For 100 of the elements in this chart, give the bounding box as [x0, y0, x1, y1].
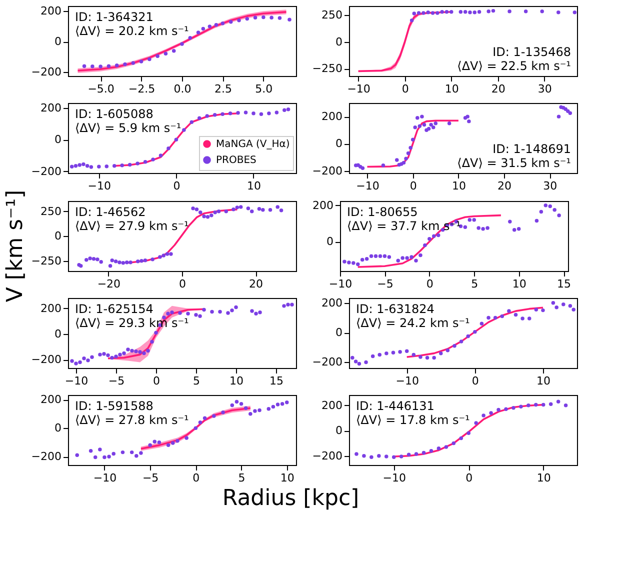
- point: [270, 16, 274, 20]
- line-series: [366, 120, 460, 168]
- point: [496, 408, 500, 412]
- point: [97, 164, 101, 169]
- point: [157, 440, 162, 444]
- point: [378, 352, 382, 357]
- x-tick-label: −2.5: [128, 82, 156, 96]
- point: [212, 414, 216, 418]
- y-tick-label: 200: [312, 198, 334, 212]
- point: [128, 162, 132, 167]
- point: [174, 138, 178, 142]
- x-tick-label: 10: [280, 472, 294, 484]
- point: [162, 254, 166, 258]
- point: [489, 411, 493, 415]
- point: [196, 30, 200, 34]
- point: [425, 356, 430, 360]
- point: [444, 10, 449, 14]
- y-tick-label: 0: [54, 133, 62, 146]
- point: [539, 210, 544, 214]
- point: [398, 350, 402, 354]
- point: [194, 426, 198, 430]
- annotation: ID: 1-446131: [356, 399, 434, 413]
- annotation: ID: 1-631824: [356, 302, 434, 316]
- point: [262, 15, 266, 20]
- y-tick-label: −250: [31, 254, 62, 268]
- x-tick-label: 20: [249, 278, 264, 290]
- point: [423, 243, 427, 248]
- x-tick-label: 15: [557, 278, 572, 290]
- point: [534, 308, 538, 312]
- point: [480, 322, 484, 326]
- point: [191, 206, 195, 210]
- point: [216, 210, 221, 214]
- point: [220, 22, 225, 26]
- point: [201, 26, 206, 31]
- point: [250, 210, 254, 214]
- point: [534, 218, 539, 223]
- point: [244, 406, 248, 410]
- point: [382, 254, 387, 258]
- point: [412, 352, 416, 357]
- point: [86, 358, 90, 362]
- point: [476, 226, 480, 230]
- point: [186, 312, 190, 316]
- x-tick-label: −10: [64, 374, 88, 388]
- point: [78, 163, 82, 167]
- x-tick-label: 0: [466, 472, 473, 484]
- point: [126, 348, 130, 352]
- point: [236, 110, 240, 115]
- point: [572, 10, 577, 14]
- point: [422, 122, 426, 127]
- point: [429, 122, 433, 127]
- point: [170, 310, 174, 314]
- point: [468, 218, 472, 222]
- point: [271, 404, 276, 409]
- point: [89, 165, 94, 169]
- point: [250, 309, 254, 313]
- point: [232, 208, 236, 212]
- point: [148, 443, 152, 448]
- x-tick-label: 0: [410, 180, 417, 192]
- point: [158, 154, 163, 158]
- annotation: ⟨ΔV⟩ = 31.5 km s⁻¹: [457, 156, 572, 170]
- point: [257, 207, 262, 211]
- point: [165, 252, 170, 256]
- point: [360, 166, 365, 170]
- x-tick-label: 30: [538, 82, 552, 96]
- x-tick-label: 10: [230, 374, 244, 388]
- point: [420, 114, 424, 118]
- point: [507, 309, 511, 313]
- point: [150, 340, 154, 344]
- annotation: ⟨ΔV⟩ = 27.8 km s⁻¹: [75, 413, 190, 427]
- point: [472, 218, 476, 222]
- point: [166, 443, 170, 448]
- point: [458, 10, 463, 14]
- x-tick-label: 20: [491, 82, 506, 96]
- point: [169, 252, 173, 256]
- point: [552, 208, 556, 212]
- x-tick-label: 10: [444, 82, 459, 96]
- point: [354, 360, 358, 364]
- y-tick-label: −250: [312, 62, 342, 76]
- y-tick-label: 200: [40, 302, 62, 315]
- point: [520, 316, 524, 320]
- y-tick-label: 0: [326, 235, 334, 248]
- point: [238, 205, 243, 209]
- point: [112, 452, 116, 456]
- point: [384, 351, 388, 356]
- point: [136, 260, 140, 264]
- point: [400, 256, 404, 260]
- y-tick-label: 200: [322, 296, 342, 310]
- point: [414, 452, 418, 456]
- point: [156, 54, 160, 58]
- point: [286, 107, 290, 112]
- x-tick-label: 0: [192, 472, 200, 484]
- point: [124, 260, 129, 264]
- point: [429, 448, 434, 453]
- point: [226, 311, 230, 315]
- point: [198, 210, 202, 214]
- point: [572, 308, 576, 312]
- point: [416, 116, 420, 120]
- point: [447, 121, 452, 126]
- point: [143, 258, 148, 262]
- point: [266, 406, 271, 411]
